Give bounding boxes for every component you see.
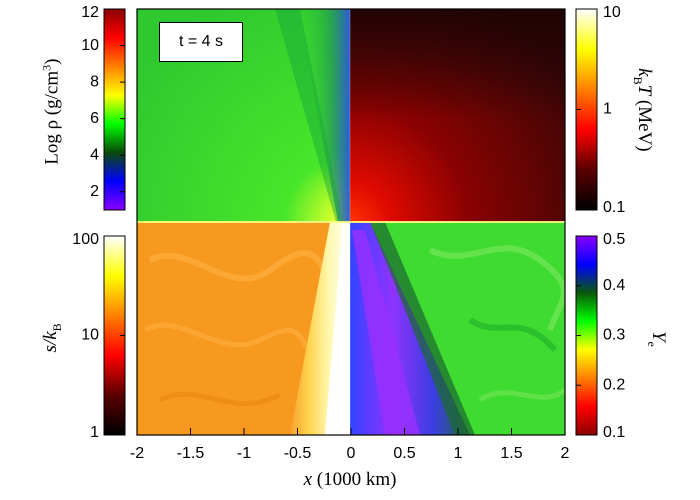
x-tick-label: 1.5 [500, 445, 522, 462]
colorbar-entropy-ticks: 1 10 100 [72, 231, 125, 441]
colorbar-entropy-tick-label: 100 [72, 231, 99, 248]
colorbar-density-tick-label: 12 [81, 4, 99, 21]
heatmap-panel [137, 9, 565, 435]
entropy-jet-core [325, 222, 350, 435]
colorbar-density-tick-label: 2 [90, 183, 99, 200]
entropy-swirl-3 [158, 391, 282, 406]
colorbar-density-tick-label: 4 [90, 146, 99, 163]
temperature-cool-top [350, 9, 565, 119]
colorbar-ye-tick-label: 0.5 [603, 231, 625, 248]
x-tick-label: -2 [130, 445, 144, 462]
colorbar-density-tick-label: 10 [81, 37, 99, 54]
colorbar-entropy-label: s/kB [40, 323, 64, 353]
colorbar-temperature-ticks: 0.1 1 10 [576, 4, 625, 216]
colorbar-temperature-tick-label: 1 [603, 101, 612, 118]
x-tick-label: 2 [561, 445, 570, 462]
x-tick-label: 1 [454, 445, 463, 462]
x-tick-label: -0.5 [284, 445, 312, 462]
entropy-swirl-1 [148, 250, 338, 301]
density-pole-region [298, 9, 350, 222]
x-tick-label: 0 [347, 445, 356, 462]
colorbar-temperature-label: kBT (MeV) [631, 68, 655, 152]
density-dark-streak [275, 9, 343, 222]
colorbar-ye: 0.1 0.2 0.3 0.4 0.5 [575, 231, 625, 441]
colorbar-ye-label: Ye [645, 330, 669, 347]
x-axis-label: x (1000 km) [303, 469, 397, 490]
x-tick-label: -1 [237, 445, 251, 462]
colorbar-density-tick-label: 8 [90, 73, 99, 90]
ye-jet-core [352, 230, 420, 435]
ye-swirl-1 [428, 245, 565, 331]
colorbar-ye-tick-label: 0.4 [603, 277, 625, 294]
colorbar-density-ticks: 2 4 6 8 10 12 [81, 4, 125, 200]
x-tick-label: -1.5 [177, 445, 205, 462]
time-annotation: t = 4 s [159, 22, 243, 62]
colorbar-ye-tick-label: 0.2 [603, 376, 625, 393]
colorbar-ye-tick-label: 0.3 [603, 327, 625, 344]
colorbar-entropy: 1 10 100 [72, 231, 126, 441]
colorbar-temperature-tick-label: 0.1 [603, 199, 625, 216]
colorbar-entropy-tick-label: 1 [90, 424, 99, 441]
ye-swirl-3 [478, 387, 565, 403]
colorbar-temperature: 0.1 1 10 [575, 4, 625, 216]
x-axis-ticks: -2 -1.5 -1 -0.5 0 0.5 1 1.5 2 [130, 428, 570, 462]
colorbar-ye-ticks: 0.1 0.2 0.3 0.4 0.5 [576, 231, 625, 441]
entropy-swirl-2 [143, 322, 323, 381]
ye-swirl-2 [468, 317, 558, 352]
colorbar-density-label: Log ρ (g/cm3) [39, 58, 63, 165]
colorbar-ye-tick-label: 0.1 [603, 424, 625, 441]
colorbar-density: 2 4 6 8 10 12 [81, 4, 126, 211]
colorbar-temperature-tick-label: 10 [603, 4, 621, 21]
colorbar-entropy-tick-label: 10 [81, 327, 99, 344]
colorbar-density-tick-label: 6 [90, 110, 99, 127]
ye-jet-edge [370, 222, 475, 435]
colorbar-density-fill [103, 8, 126, 211]
x-tick-label: 0.5 [393, 445, 415, 462]
